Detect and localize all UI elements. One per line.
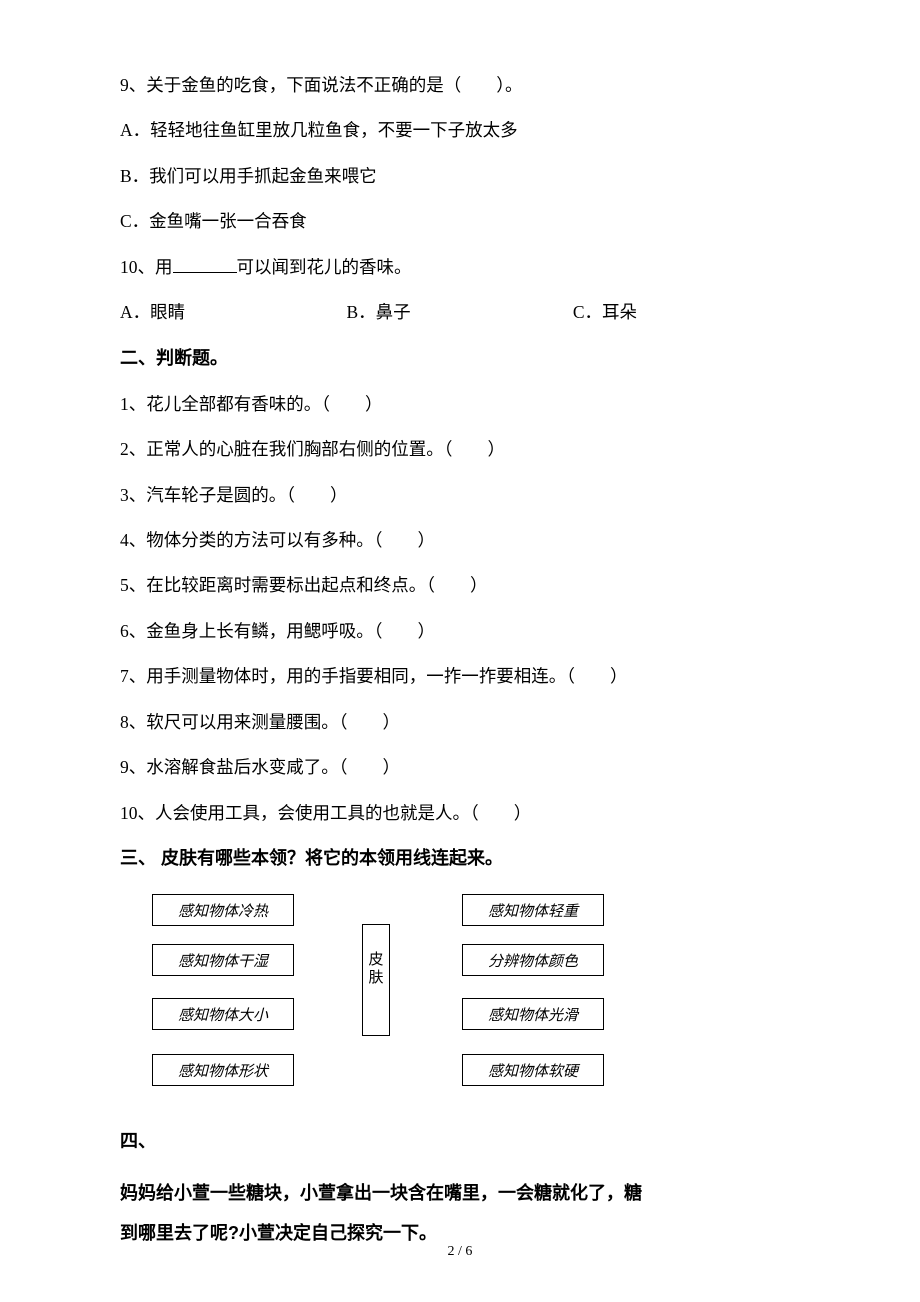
section-2-title: 二、判断题。: [120, 345, 800, 372]
judge-6: 6、金鱼身上长有鳞，用鳃呼吸。（ ）: [120, 618, 800, 644]
left-box-2: 感知物体干湿: [152, 944, 294, 976]
page-footer: 2 / 6: [0, 1241, 920, 1262]
right-box-1: 感知物体轻重: [462, 894, 604, 926]
left-box-4: 感知物体形状: [152, 1054, 294, 1086]
q9-option-a: A．轻轻地往鱼缸里放几粒鱼食，不要一下子放太多: [120, 117, 800, 143]
q9-option-c: C．金鱼嘴一张一合吞食: [120, 208, 800, 234]
q10-pre: 10、用: [120, 257, 173, 277]
right-box-2: 分辨物体颜色: [462, 944, 604, 976]
section-4-line1: 妈妈给小萱一些糖块，小萱拿出一块含在嘴里，一会糖就化了，糖: [120, 1174, 800, 1214]
judge-4: 4、物体分类的方法可以有多种。（ ）: [120, 527, 800, 553]
q10-blank[interactable]: [173, 254, 237, 273]
q9-option-b: B．我们可以用手抓起金鱼来喂它: [120, 163, 800, 189]
section-4-label: 四、: [120, 1128, 800, 1155]
q10-options: A．眼睛 B．鼻子 C．耳朵: [120, 299, 800, 325]
judge-10: 10、人会使用工具，会使用工具的也就是人。（ ）: [120, 800, 800, 826]
judge-7: 7、用手测量物体时，用的手指要相同，一拃一拃要相连。（ ）: [120, 663, 800, 689]
q10-option-c: C．耳朵: [573, 299, 799, 325]
q10-option-a: A．眼睛: [120, 299, 346, 325]
q10-option-b: B．鼻子: [346, 299, 572, 325]
q10-post: 可以闻到花儿的香味。: [237, 257, 412, 277]
left-box-1: 感知物体冷热: [152, 894, 294, 926]
q10-stem: 10、用 可以闻到花儿的香味。: [120, 254, 800, 280]
left-box-3: 感知物体大小: [152, 998, 294, 1030]
judge-1: 1、花儿全部都有香味的。（ ）: [120, 391, 800, 417]
q9-stem: 9、关于金鱼的吃食，下面说法不正确的是（ ）。: [120, 72, 800, 98]
judge-9: 9、水溶解食盐后水变咸了。（ ）: [120, 754, 800, 780]
judge-3: 3、汽车轮子是圆的。（ ）: [120, 482, 800, 508]
judge-2: 2、正常人的心脏在我们胸部右侧的位置。（ ）: [120, 436, 800, 462]
right-box-3: 感知物体光滑: [462, 998, 604, 1030]
judge-5: 5、在比较距离时需要标出起点和终点。（ ）: [120, 572, 800, 598]
center-box: 皮肤: [362, 924, 390, 1036]
judge-8: 8、软尺可以用来测量腰围。（ ）: [120, 709, 800, 735]
skin-diagram: 感知物体冷热 感知物体干湿 感知物体大小 感知物体形状 皮肤 感知物体轻重 分辨…: [152, 894, 622, 1114]
right-box-4: 感知物体软硬: [462, 1054, 604, 1086]
section-3-title: 三、 皮肤有哪些本领？将它的本领用线连起来。: [120, 845, 800, 872]
